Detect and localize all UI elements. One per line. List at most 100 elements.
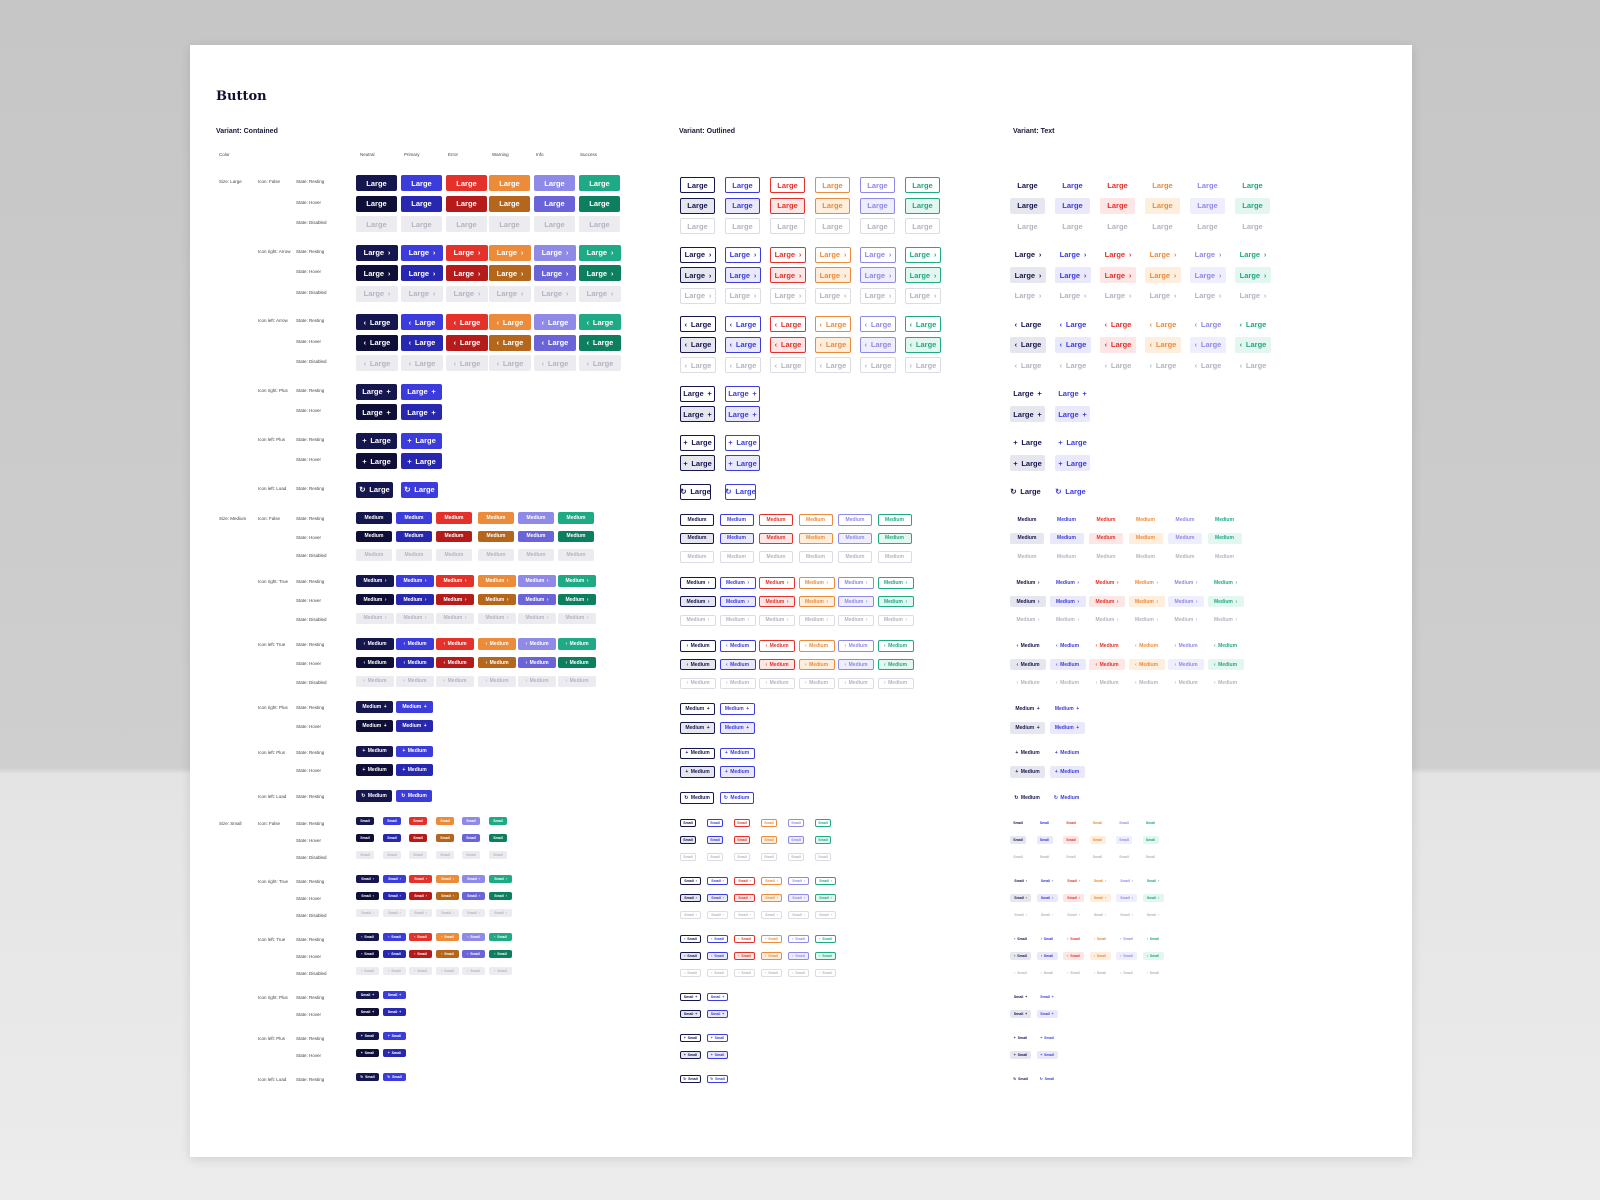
text-btn-small-icon-left-true-state-hover-error[interactable]: ‹ Small	[1063, 952, 1084, 960]
outlined-btn-medium-icon-left-load-state-resting-neutral[interactable]: ↻ Medium	[680, 792, 714, 804]
text-btn-large-icon-false-state-hover-success[interactable]: Large	[1235, 197, 1270, 214]
text-btn-small-icon-left-true-state-hover-info[interactable]: ‹ Small	[1116, 952, 1137, 960]
outlined-btn-large-icon-right-arrow-state-resting-neutral[interactable]: Large ›	[680, 246, 716, 263]
contained-btn-small-icon-left-true-state-hover-warning[interactable]: ‹ Small	[436, 950, 459, 958]
text-btn-medium-icon-false-state-resting-neutral[interactable]: Medium	[1010, 514, 1044, 526]
text-btn-large-icon-right-plus-state-resting-neutral[interactable]: Large +	[1010, 386, 1045, 402]
text-btn-medium-icon-right-true-state-hover-error[interactable]: Medium ›	[1089, 595, 1125, 608]
text-btn-small-icon-left-true-state-resting-info[interactable]: ‹ Small	[1116, 935, 1137, 943]
text-btn-large-icon-right-arrow-state-resting-warning[interactable]: Large ›	[1145, 247, 1181, 263]
text-btn-medium-icon-left-true-state-resting-neutral[interactable]: ‹ Medium	[1010, 640, 1046, 652]
text-btn-medium-icon-right-plus-state-hover-neutral[interactable]: Medium +	[1010, 722, 1045, 734]
text-btn-small-icon-false-state-hover-info[interactable]: Small	[1116, 836, 1132, 844]
text-btn-medium-icon-left-true-state-hover-success[interactable]: ‹ Medium	[1207, 658, 1244, 671]
outlined-btn-large-icon-left-arrow-state-hover-neutral[interactable]: ‹ Large	[680, 336, 716, 353]
text-btn-small-icon-false-state-resting-error[interactable]: Small	[1063, 819, 1079, 827]
outlined-btn-medium-icon-left-true-state-hover-success[interactable]: ‹ Medium	[877, 658, 914, 671]
text-btn-large-icon-left-arrow-state-hover-warning[interactable]: ‹ Large	[1145, 336, 1181, 353]
contained-btn-medium-icon-left-plus-state-hover-neutral[interactable]: + Medium	[356, 764, 393, 776]
outlined-btn-medium-icon-false-state-resting-primary[interactable]: Medium	[719, 514, 754, 526]
text-btn-large-icon-left-arrow-state-hover-primary[interactable]: ‹ Large	[1055, 336, 1091, 353]
outlined-btn-large-icon-left-arrow-state-resting-info[interactable]: ‹ Large	[860, 316, 896, 332]
text-btn-large-icon-left-arrow-state-resting-error[interactable]: ‹ Large	[1100, 316, 1136, 332]
text-btn-medium-icon-false-state-hover-info[interactable]: Medium	[1168, 532, 1202, 545]
contained-btn-medium-icon-left-true-state-hover-success[interactable]: ‹ Medium	[558, 656, 596, 669]
text-btn-small-icon-left-true-state-resting-neutral[interactable]: ‹ Small	[1010, 935, 1031, 943]
contained-btn-small-icon-left-plus-state-hover-primary[interactable]: + Small	[383, 1049, 406, 1057]
outlined-btn-medium-icon-right-true-state-resting-success[interactable]: Medium ›	[877, 577, 914, 589]
contained-btn-small-icon-left-true-state-hover-success[interactable]: ‹ Small	[489, 950, 512, 958]
outlined-btn-large-icon-right-arrow-state-resting-info[interactable]: Large ›	[860, 246, 896, 263]
contained-btn-large-icon-right-arrow-state-resting-warning[interactable]: Large ›	[489, 244, 531, 261]
contained-btn-small-icon-left-true-state-hover-primary[interactable]: ‹ Small	[383, 950, 406, 958]
contained-btn-medium-icon-left-true-state-hover-primary[interactable]: ‹ Medium	[396, 656, 434, 669]
contained-btn-medium-icon-right-plus-state-resting-primary[interactable]: Medium +	[396, 701, 433, 713]
contained-btn-medium-icon-right-true-state-resting-warning[interactable]: Medium ›	[478, 575, 516, 587]
contained-btn-small-icon-false-state-resting-neutral[interactable]: Small	[356, 817, 374, 825]
outlined-btn-medium-icon-false-state-resting-warning[interactable]: Medium	[798, 514, 833, 526]
outlined-btn-small-icon-right-plus-state-resting-neutral[interactable]: Small +	[680, 993, 701, 1001]
contained-btn-medium-icon-right-true-state-resting-error[interactable]: Medium ›	[436, 575, 474, 587]
text-btn-medium-icon-left-true-state-resting-primary[interactable]: ‹ Medium	[1050, 640, 1086, 652]
text-btn-medium-icon-false-state-resting-error[interactable]: Medium	[1089, 514, 1123, 526]
text-btn-large-icon-left-arrow-state-hover-error[interactable]: ‹ Large	[1100, 336, 1136, 353]
contained-btn-small-icon-false-state-hover-warning[interactable]: Small	[436, 834, 454, 842]
contained-btn-medium-icon-left-true-state-resting-neutral[interactable]: ‹ Medium	[356, 638, 394, 650]
contained-btn-medium-icon-left-plus-state-resting-neutral[interactable]: + Medium	[356, 745, 393, 758]
text-btn-large-icon-right-arrow-state-resting-neutral[interactable]: Large ›	[1010, 247, 1046, 263]
text-btn-medium-icon-right-true-state-hover-success[interactable]: Medium ›	[1207, 595, 1244, 608]
text-btn-small-icon-left-load-state-resting-neutral[interactable]: ↻ Small	[1010, 1075, 1031, 1083]
outlined-btn-medium-icon-right-plus-state-hover-primary[interactable]: Medium +	[719, 722, 755, 734]
outlined-btn-small-icon-false-state-resting-success[interactable]: Small	[815, 819, 831, 827]
outlined-btn-medium-icon-right-true-state-hover-success[interactable]: Medium ›	[877, 595, 914, 608]
outlined-btn-small-icon-false-state-resting-error[interactable]: Small	[734, 819, 750, 827]
outlined-btn-large-icon-false-state-hover-error[interactable]: Large	[770, 197, 805, 214]
text-btn-medium-icon-left-true-state-hover-error[interactable]: ‹ Medium	[1089, 658, 1125, 671]
text-btn-medium-icon-left-plus-state-hover-neutral[interactable]: + Medium	[1010, 766, 1045, 778]
text-btn-medium-icon-left-true-state-resting-info[interactable]: ‹ Medium	[1168, 640, 1204, 652]
text-btn-medium-icon-left-plus-state-resting-primary[interactable]: + Medium	[1050, 748, 1085, 760]
outlined-btn-small-icon-right-true-state-hover-warning[interactable]: Small ›	[761, 894, 782, 902]
contained-btn-small-icon-right-true-state-hover-warning[interactable]: Small ›	[436, 892, 459, 900]
text-btn-medium-icon-left-true-state-hover-info[interactable]: ‹ Medium	[1168, 658, 1204, 671]
outlined-btn-small-icon-right-true-state-hover-error[interactable]: Small ›	[734, 894, 755, 902]
text-btn-large-icon-left-arrow-state-resting-success[interactable]: ‹ Large	[1235, 316, 1271, 332]
text-btn-small-icon-right-plus-state-hover-primary[interactable]: Small +	[1036, 1010, 1058, 1018]
contained-btn-small-icon-left-plus-state-resting-primary[interactable]: + Small	[383, 1032, 406, 1040]
text-btn-large-icon-left-arrow-state-resting-warning[interactable]: ‹ Large	[1145, 316, 1181, 332]
outlined-btn-small-icon-right-true-state-resting-info[interactable]: Small ›	[788, 877, 809, 885]
outlined-btn-large-icon-left-plus-state-hover-primary[interactable]: + Large	[725, 455, 760, 471]
outlined-btn-small-icon-false-state-resting-info[interactable]: Small	[788, 819, 804, 827]
text-btn-medium-icon-left-plus-state-hover-primary[interactable]: + Medium	[1049, 766, 1085, 778]
contained-btn-small-icon-left-true-state-hover-error[interactable]: ‹ Small	[409, 950, 432, 958]
contained-btn-large-icon-false-state-hover-primary[interactable]: Large	[401, 195, 442, 212]
text-btn-small-icon-false-state-resting-primary[interactable]: Small	[1037, 819, 1053, 827]
text-btn-small-icon-right-plus-state-hover-neutral[interactable]: Small +	[1010, 1010, 1031, 1018]
outlined-btn-small-icon-left-true-state-resting-neutral[interactable]: ‹ Small	[680, 935, 701, 943]
contained-btn-small-icon-false-state-resting-info[interactable]: Small	[462, 817, 480, 825]
text-btn-large-icon-false-state-hover-error[interactable]: Large	[1100, 197, 1135, 214]
outlined-btn-large-icon-left-arrow-state-resting-success[interactable]: ‹ Large	[905, 316, 941, 332]
outlined-btn-medium-icon-right-true-state-resting-info[interactable]: Medium ›	[838, 577, 874, 589]
text-btn-large-icon-left-arrow-state-resting-primary[interactable]: ‹ Large	[1055, 316, 1091, 332]
contained-btn-medium-icon-false-state-hover-primary[interactable]: Medium	[396, 530, 432, 543]
outlined-btn-large-icon-false-state-resting-neutral[interactable]: Large	[680, 177, 715, 193]
contained-btn-small-icon-false-state-hover-error[interactable]: Small	[409, 834, 427, 842]
outlined-btn-medium-icon-right-true-state-hover-primary[interactable]: Medium ›	[719, 595, 756, 608]
text-btn-small-icon-left-true-state-hover-neutral[interactable]: ‹ Small	[1010, 952, 1031, 960]
text-btn-small-icon-false-state-resting-warning[interactable]: Small	[1090, 819, 1106, 827]
contained-btn-large-icon-left-arrow-state-hover-primary[interactable]: ‹ Large	[401, 334, 443, 351]
contained-btn-large-icon-right-arrow-state-hover-primary[interactable]: Large ›	[401, 265, 443, 281]
contained-btn-large-icon-right-arrow-state-resting-error[interactable]: Large ›	[446, 244, 488, 261]
text-btn-large-icon-false-state-hover-primary[interactable]: Large	[1055, 197, 1090, 214]
text-btn-large-icon-right-arrow-state-resting-success[interactable]: Large ›	[1235, 247, 1271, 263]
outlined-btn-small-icon-false-state-resting-neutral[interactable]: Small	[680, 819, 696, 827]
contained-btn-medium-icon-left-load-state-resting-neutral[interactable]: ↻ Medium	[356, 790, 392, 802]
contained-btn-medium-icon-false-state-hover-info[interactable]: Medium	[518, 530, 554, 543]
outlined-btn-medium-icon-false-state-hover-primary[interactable]: Medium	[719, 532, 754, 545]
contained-btn-small-icon-false-state-hover-neutral[interactable]: Small	[356, 834, 374, 842]
contained-btn-medium-icon-left-load-state-resting-primary[interactable]: ↻ Medium	[396, 790, 432, 802]
outlined-btn-small-icon-right-plus-state-hover-primary[interactable]: Small +	[707, 1010, 728, 1018]
outlined-btn-small-icon-left-plus-state-hover-neutral[interactable]: + Small	[680, 1051, 701, 1059]
outlined-btn-large-icon-left-plus-state-resting-neutral[interactable]: + Large	[680, 434, 715, 451]
